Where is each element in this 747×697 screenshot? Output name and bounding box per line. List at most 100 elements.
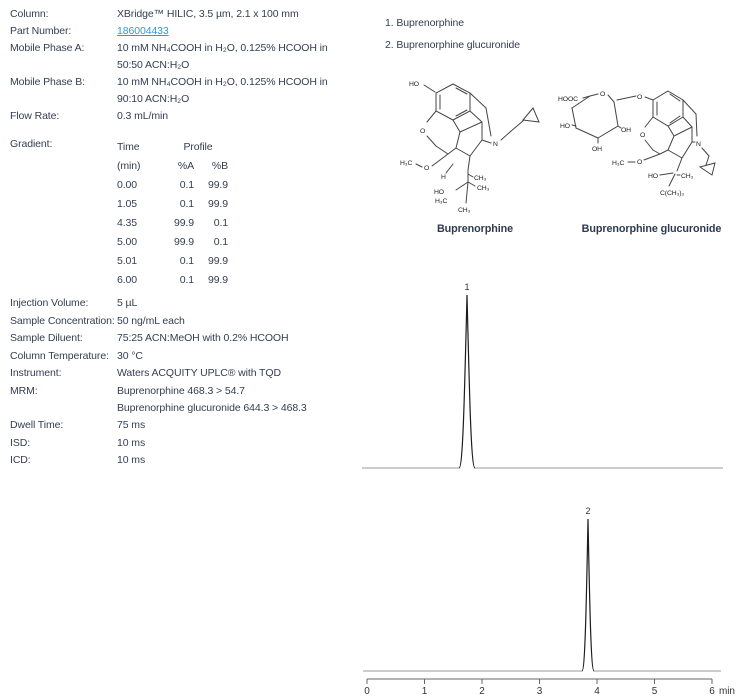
- atom-label-ch3: CH₃: [681, 173, 694, 180]
- spec-label: Mobile Phase A:: [10, 42, 85, 54]
- spec-row-part-number: Part Number: 186004433: [10, 23, 376, 40]
- peak-1-label: 1: [465, 282, 470, 292]
- spec-value: 5 µL: [117, 297, 138, 309]
- spec-value: 75:25 ACN:MeOH with 0.2% HCOOH: [117, 332, 289, 344]
- gradient-header-time: Time: [117, 141, 140, 153]
- gradient-time: 4.35: [117, 217, 138, 229]
- spec-row-column-temperature: Column Temperature: 30 °C: [10, 348, 376, 366]
- spec-label: Mobile Phase B:: [10, 76, 85, 88]
- buprenorphine-atom-labels: HO O H₃C O H N CH₃ CH₃ HO H₃C CH₃: [400, 81, 498, 214]
- gradient-header-row: Time Profile: [117, 138, 234, 157]
- spec-label: Instrument:: [10, 367, 62, 379]
- spec-value: 30 °C: [117, 349, 143, 362]
- gradient-row: 5.00 99.9 0.1: [117, 233, 234, 252]
- spec-value: 10 mM NH₄COOH in H₂O, 0.125% HCOOH in: [117, 42, 328, 54]
- spec-label: Sample Diluent:: [10, 332, 83, 344]
- spec-row-sample-diluent: Sample Diluent: 75:25 ACN:MeOH with 0.2%…: [10, 330, 376, 348]
- method-conditions-bottom: Injection Volume: 5 µL Sample Concentrat…: [10, 295, 376, 470]
- x-axis-unit-label: min: [719, 686, 735, 697]
- gradient-pct-a: 0.1: [179, 255, 194, 267]
- part-number-link[interactable]: 186004433: [117, 25, 169, 37]
- atom-label-h3c2: H₃C: [435, 198, 447, 205]
- atom-label-ho2: HO: [648, 173, 658, 180]
- peak-2-label: 2: [586, 506, 591, 516]
- spec-value: 50 ng/mL each: [117, 314, 185, 327]
- spec-row-flow-rate: Flow Rate: 0.3 mL/min: [10, 108, 376, 125]
- structure-caption-buprenorphine: Buprenorphine: [436, 223, 514, 235]
- spec-row-sample-concentration: Sample Concentration: 50 ng/mL each: [10, 313, 376, 331]
- spec-value-continued: 50:50 ACN:H₂O: [117, 59, 190, 71]
- gradient-row: 4.35 99.9 0.1: [117, 214, 234, 233]
- compound-item-1: 1. Buprenorphine: [385, 17, 464, 29]
- atom-label-o-methoxy: O: [424, 165, 429, 172]
- gradient-pct-b: 99.9: [207, 255, 228, 267]
- peak-2-trace: [581, 518, 595, 672]
- method-conditions-panel: Column: XBridge™ HILIC, 3.5 µm, 2.1 x 10…: [10, 6, 376, 470]
- gradient-header-profile: Profile: [183, 141, 213, 153]
- spec-label: Column Temperature:: [10, 349, 109, 362]
- chromatogram-2: 2 0 1 2 3 4 5 6 min: [363, 506, 735, 697]
- atom-label-ch3: CH₃: [474, 175, 487, 182]
- gradient-row: 5.01 0.1 99.9: [117, 252, 234, 271]
- x-tick-label: 1: [422, 686, 428, 697]
- gradient-subheader-row: (min) %A %B: [117, 157, 234, 176]
- gradient-time: 6.00: [117, 274, 138, 286]
- spec-label: Column:: [10, 8, 49, 20]
- gradient-row: 0.00 0.1 99.9: [117, 176, 234, 195]
- atom-label-o-furan: O: [420, 128, 425, 135]
- spec-row-mobile-phase-b: Mobile Phase B: 10 mM NH₄COOH in H₂O, 0.…: [10, 74, 376, 91]
- gradient-row: 1.05 0.1 99.9: [117, 195, 234, 214]
- atom-label-n: N: [493, 141, 498, 148]
- structure-buprenorphine-glucuronide: HOOC O O HO OH OH O H₃C O N HO CH₃ C(CH₃…: [558, 90, 716, 197]
- atom-label-h: H: [441, 174, 446, 181]
- gradient-pct-b: 99.9: [207, 179, 228, 191]
- spec-value: 75 ms: [117, 419, 146, 431]
- atom-label-ho: HO: [560, 123, 570, 130]
- spec-value: 0.3 mL/min: [117, 110, 168, 122]
- spec-label: MRM:: [10, 384, 38, 397]
- x-tick-label: 6: [709, 686, 715, 697]
- spec-row-icd: ICD: 10 ms: [10, 452, 376, 470]
- spec-value: Waters ACQUITY UPLC® with TQD: [117, 367, 281, 379]
- atom-label-o-methoxy: O: [637, 159, 642, 166]
- gradient-pct-b: 99.9: [207, 274, 228, 286]
- atom-label-o-glycosidic: O: [637, 94, 642, 101]
- spec-row-dwell-time: Dwell Time: 75 ms: [10, 417, 376, 435]
- spec-row-column: Column: XBridge™ HILIC, 3.5 µm, 2.1 x 10…: [10, 6, 376, 23]
- glucuronide-bonds: [571, 90, 716, 187]
- spec-value-continued: Buprenorphine glucuronide 644.3 > 468.3: [117, 402, 307, 414]
- spec-row-isd: ISD: 10 ms: [10, 435, 376, 453]
- spec-row-injection-volume: Injection Volume: 5 µL: [10, 295, 376, 313]
- atom-label-oh: OH: [592, 146, 602, 153]
- peak-1-trace: [458, 294, 476, 469]
- gradient-pct-a: 99.9: [173, 217, 194, 229]
- x-tick-label: 4: [594, 686, 600, 697]
- spec-value: Buprenorphine 468.3 > 54.7: [117, 384, 245, 397]
- gradient-table: Time Profile (min) %A %B 0.00 0.1 99.9 1…: [117, 138, 234, 290]
- gradient-pct-a: 0.1: [179, 274, 194, 286]
- structure-caption-glucuronide: Buprenorphine glucuronide: [581, 223, 722, 235]
- gradient-pct-a: 0.1: [179, 179, 194, 191]
- atom-label-ch3: CH₃: [458, 207, 471, 214]
- gradient-subheader-b: %B: [211, 160, 228, 172]
- glucuronide-atom-labels: HOOC O O HO OH OH O H₃C O N HO CH₃ C(CH₃…: [558, 91, 701, 197]
- spec-row-instrument: Instrument: Waters ACQUITY UPLC® with TQ…: [10, 365, 376, 383]
- spec-value: 10 ms: [117, 436, 146, 449]
- atom-label-hooc: HOOC: [558, 96, 578, 103]
- atom-label-n: N: [696, 141, 701, 148]
- atom-label-ho2: HO: [434, 189, 444, 196]
- atom-label-o-furan: O: [640, 132, 645, 139]
- x-tick-label: 5: [652, 686, 658, 697]
- gradient-subheader-min: (min): [117, 160, 141, 172]
- spec-value: XBridge™ HILIC, 3.5 µm, 2.1 x 100 mm: [117, 8, 299, 20]
- structure-buprenorphine: HO O H₃C O H N CH₃ CH₃ HO H₃C CH₃: [400, 81, 540, 214]
- gradient-pct-b: 99.9: [207, 198, 228, 210]
- x-tick-label: 2: [479, 686, 485, 697]
- x-tick-label: 3: [537, 686, 543, 697]
- atom-label-ch3: CH₃: [477, 185, 490, 192]
- spec-label: Dwell Time:: [10, 419, 64, 431]
- atom-label-oh: OH: [621, 127, 631, 134]
- atom-label-ho: HO: [409, 81, 419, 88]
- atom-label-h3c: H₃C: [400, 160, 412, 167]
